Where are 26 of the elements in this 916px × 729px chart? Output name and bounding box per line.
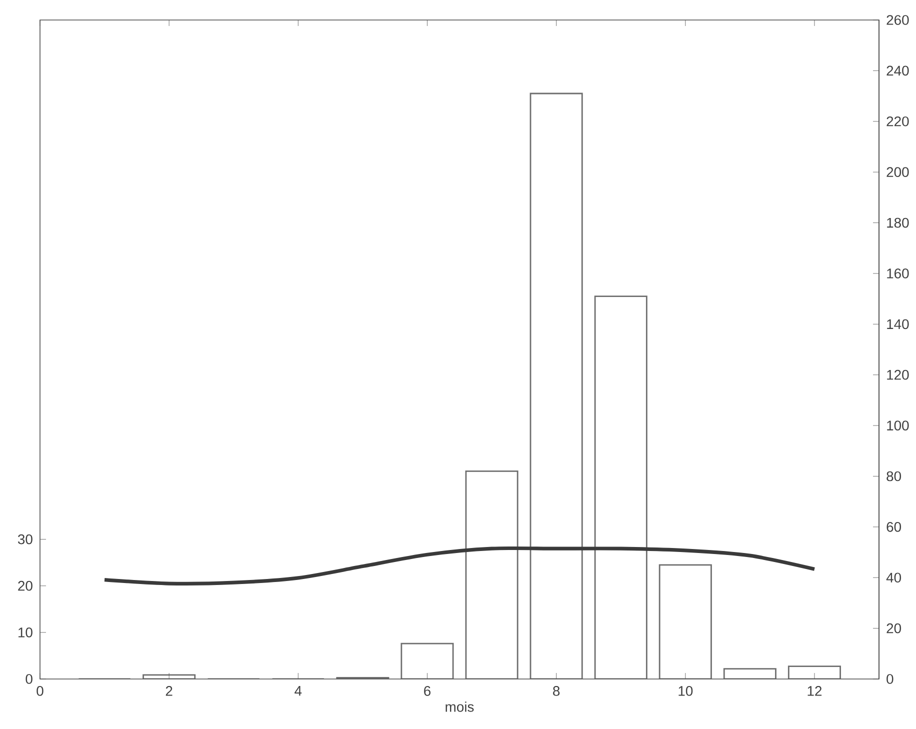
y2-tick-label: 160 — [887, 268, 909, 278]
y-tick-label: 0 — [26, 674, 32, 684]
x-tick-label: 10 — [678, 686, 693, 696]
y2-tick-label: 60 — [886, 522, 902, 532]
y2-tick-label: 0 — [886, 674, 894, 684]
y-tick-label: 30 — [18, 534, 32, 544]
y2-tick-label: 220 — [886, 116, 909, 126]
x-tick-label: 4 — [294, 686, 302, 696]
y2-tick-label: 40 — [886, 572, 902, 583]
y2-tick-label: 180 — [887, 218, 909, 228]
y2-tick-label: 240 — [886, 66, 909, 76]
x-tick-label: 0 — [36, 686, 44, 696]
y-tick-label: 20 — [18, 580, 32, 591]
y2-tick-label: 120 — [887, 370, 909, 380]
x-axis-title: mois — [446, 702, 474, 712]
y2-tick-label: 200 — [886, 167, 909, 177]
y2-tick-label: 80 — [886, 471, 902, 482]
x-tick-label: 6 — [424, 686, 430, 696]
y2-tick-label: 140 — [887, 319, 909, 330]
y-tick-label: 10 — [18, 628, 32, 638]
y2-tick-label: 100 — [887, 420, 909, 430]
x-tick-label: 2 — [166, 686, 172, 696]
y2-tick-label: 260 — [886, 15, 909, 25]
x-tick-label: 12 — [808, 686, 822, 696]
x-tick-label: 8 — [553, 686, 560, 696]
y2-tick-label: 20 — [886, 623, 902, 634]
